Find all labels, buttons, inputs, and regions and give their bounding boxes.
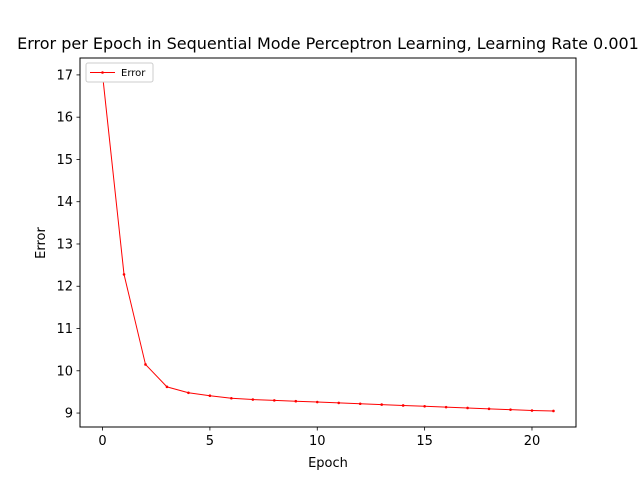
plot-background [80,58,576,427]
plot-frame [79,57,577,428]
data-point [337,401,341,405]
y-tick-label: 12 [56,280,73,295]
y-tick-label: 16 [56,111,73,126]
y-tick-label: 14 [56,195,73,210]
y-tick-label: 13 [56,237,73,252]
data-point [380,403,383,406]
data-point [165,385,169,389]
data-point [552,409,555,413]
data-point [315,400,319,404]
data-point [251,398,255,401]
data-point [144,363,147,366]
series-line-1 [102,74,554,412]
axis-ticks: 0 5 10 15 20 9 10 11 12 13 14 15 16 17 [56,68,540,449]
legend-box [85,62,154,83]
data-point [122,273,126,276]
legend-marker-swatch [101,71,104,74]
x-axis-label: Epoch [308,456,348,471]
plot-area: 0 5 10 15 20 9 10 11 12 13 14 15 16 17 [56,57,577,449]
y-tick-label: 11 [56,322,73,337]
x-tick-label: 20 [524,434,541,449]
legend: Error [85,62,154,83]
data-point [208,394,212,398]
y-axis-label: Error [34,227,49,259]
x-tick-label: 15 [416,434,433,449]
y-tick-label: 10 [56,364,73,379]
y-tick-label: 15 [56,153,73,168]
data-point [423,404,426,408]
data-point [530,409,534,412]
data-point [230,396,233,400]
data-point [358,402,362,406]
data-point [273,399,276,402]
x-tick-label: 10 [309,434,326,449]
data-point [401,404,405,407]
data-point [444,405,448,409]
data-point [466,406,469,410]
y-tick-label: 9 [65,407,73,422]
x-tick-label: 5 [206,434,214,449]
legend-label-error: Error [121,68,146,79]
chart-title: Error per Epoch in Sequential Mode Perce… [17,34,639,53]
y-tick-label: 17 [56,68,73,83]
data-point [487,407,491,411]
data-point [509,408,512,411]
x-tick-label: 0 [98,434,106,449]
data-point [294,399,298,403]
data-point [187,391,190,395]
